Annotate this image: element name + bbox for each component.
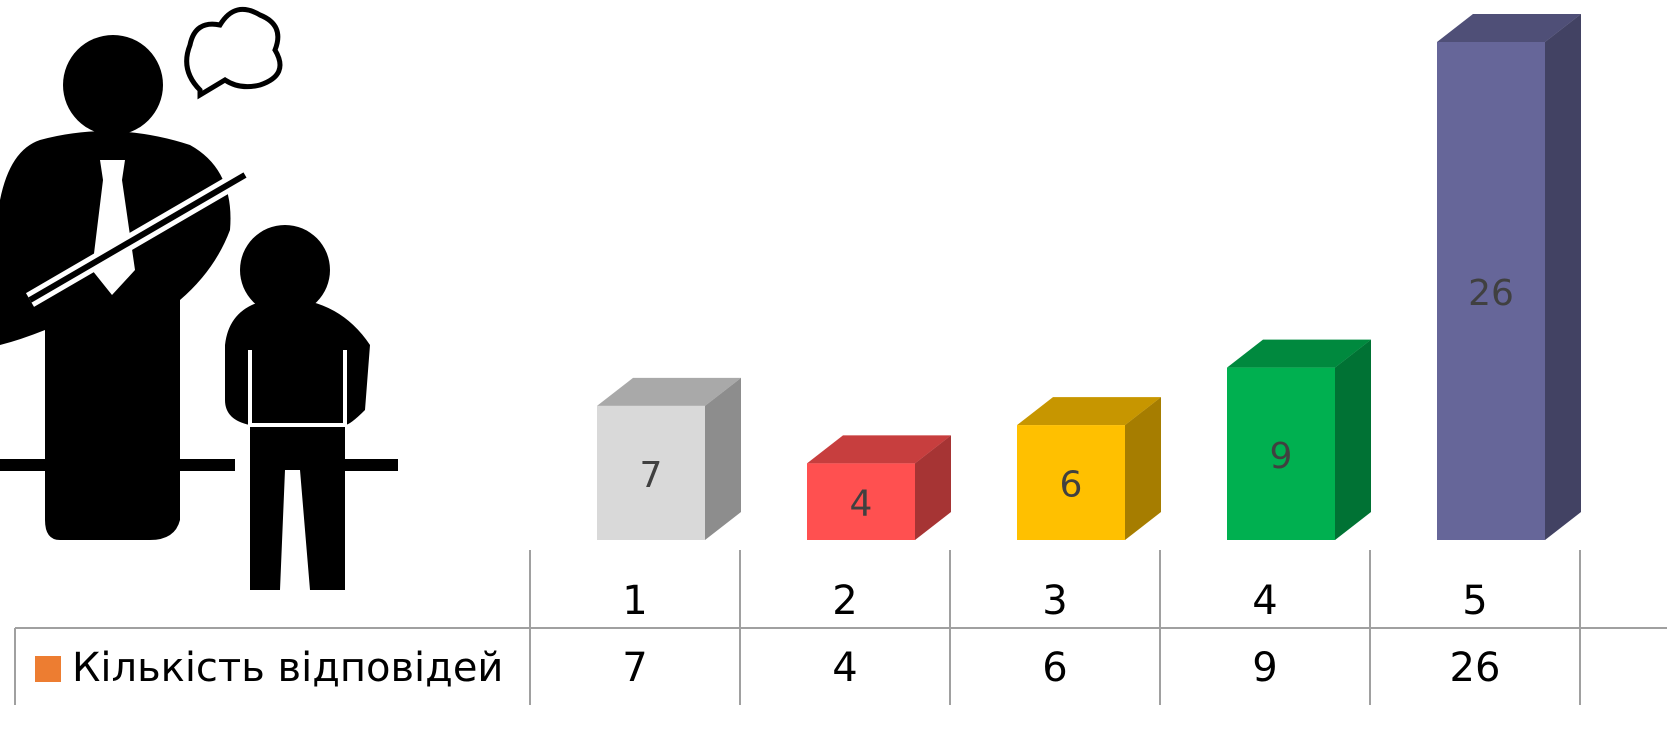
bar-side-shade <box>705 378 741 540</box>
page: Кількість відповідей17724436649952626 ((… <box>0 0 1667 749</box>
data-label: 26 <box>1468 273 1514 314</box>
illustration <box>0 9 398 590</box>
table-value: 6 <box>1042 645 1067 691</box>
data-label: 6 <box>1060 465 1083 506</box>
legend-swatch <box>35 656 61 682</box>
x-tick-label: 5 <box>1462 578 1487 624</box>
table-value: 4 <box>832 645 857 691</box>
legend-label: Кількість відповідей <box>72 645 503 691</box>
x-tick-label: 2 <box>832 578 857 624</box>
x-tick-label: 3 <box>1042 578 1067 624</box>
bar-side-shade <box>1335 340 1371 540</box>
table-value: 26 <box>1450 645 1501 691</box>
chart: Кількість відповідей 1 7 7 2 4 4 3 6 6 4 9 9 5 26 26 <box>0 0 1667 749</box>
data-label: 4 <box>850 484 873 525</box>
x-tick-label: 1 <box>622 578 647 624</box>
x-tick-label: 4 <box>1252 578 1277 624</box>
table-value: 7 <box>622 645 647 691</box>
table-value: 9 <box>1252 645 1277 691</box>
data-label: 9 <box>1270 436 1293 477</box>
data-label: 7 <box>640 455 663 496</box>
bar-side-shade <box>1545 14 1581 540</box>
